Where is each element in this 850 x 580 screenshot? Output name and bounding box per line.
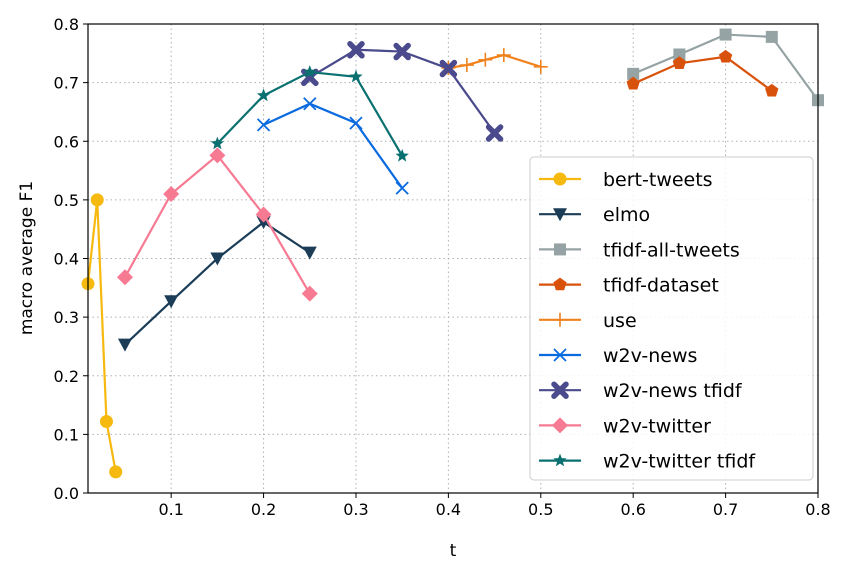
legend-label-w2v-twitter-tfidf: w2v-twitter tfidf [603, 451, 756, 473]
legend-box [529, 156, 814, 481]
data-point-w2v-twitter-tfidf [395, 148, 409, 162]
legend-label-w2v-news-tfidf: w2v-news tfidf [603, 380, 743, 402]
data-point-tfidf-dataset [765, 83, 779, 97]
data-point-w2v-twitter-tfidf [210, 136, 225, 150]
data-point-w2v-news [349, 116, 363, 130]
y-tick-label: 0.8 [54, 15, 79, 34]
data-point-w2v-twitter [255, 206, 272, 223]
data-point-w2v-twitter-tfidf [256, 88, 271, 102]
data-point-w2v-twitter [116, 269, 133, 286]
data-point-tfidf-all-tweets [719, 28, 732, 41]
series-line-w2v-twitter [124, 153, 311, 295]
data-point-w2v-news [395, 181, 409, 195]
data-point-tfidf-all-tweets [673, 48, 686, 61]
data-point-w2v-news-tfidf [439, 59, 458, 78]
series-tfidf-dataset [626, 49, 779, 97]
x-tick-label: 0.4 [436, 500, 461, 519]
axis-ticks: 0.1 0.2 0.3 0.4 0.5 0.6 0.7 0.8 0.0 0.1 0.2 0.3 0.4 0… [54, 15, 831, 519]
data-point-w2v-news [303, 97, 317, 111]
series-w2v-twitter [116, 147, 318, 302]
series-line-elmo [124, 220, 311, 346]
data-point-tfidf-all-tweets [765, 30, 778, 43]
data-point-w2v-news-tfidf [485, 124, 504, 142]
y-axis-label: macro average F1 [17, 181, 37, 335]
y-tick-label: 0.5 [54, 191, 79, 210]
data-point-bert-tweets [99, 414, 113, 428]
series-w2v-news [256, 97, 409, 195]
data-point-w2v-twitter [209, 147, 226, 164]
y-tick-label: 0.7 [54, 74, 79, 93]
x-tick-label: 0.7 [713, 500, 738, 519]
data-point-elmo [117, 338, 132, 352]
data-point-elmo [302, 246, 317, 260]
series-use [441, 48, 548, 75]
series-line-w2v-news [263, 102, 404, 189]
legend-label-tfidf-dataset: tfidf-dataset [603, 275, 719, 297]
legend-marker-w2v-twitter [552, 417, 568, 434]
x-tick-label: 0.5 [528, 500, 553, 519]
data-point-use [496, 48, 511, 63]
legend-marker-elmo [553, 208, 567, 222]
series-elmo [117, 216, 317, 352]
data-point-tfidf-dataset [672, 56, 687, 69]
data-point-bert-tweets [90, 193, 104, 207]
data-point-tfidf-dataset [626, 76, 640, 90]
series-line-use [448, 53, 542, 70]
data-point-w2v-news [256, 118, 271, 132]
series-line-bert-tweets [86, 199, 117, 473]
y-tick-label: 0.2 [54, 367, 79, 386]
data-point-tfidf-dataset [718, 49, 733, 63]
legend-marker-w2v-news [553, 348, 567, 362]
data-point-use [478, 52, 493, 67]
x-tick-label: 0.6 [620, 500, 645, 519]
legend-marker-w2v-twitter-tfidf [553, 453, 567, 467]
x-tick-label: 0.8 [805, 500, 830, 519]
data-point-use [459, 58, 474, 73]
data-point-w2v-twitter [301, 285, 318, 302]
x-tick-label: 0.3 [343, 500, 368, 519]
legend-marker-tfidf-dataset [553, 277, 567, 291]
series-tfidf-all-tweets [627, 28, 824, 107]
legend: bert-tweets elmo tfidf-all-tweets tfidf-dat… [529, 156, 814, 481]
series-line-tfidf-dataset [632, 55, 773, 92]
legend-label-elmo: elmo [603, 204, 650, 226]
y-tick-label: 0.3 [54, 308, 79, 327]
series-line-tfidf-all-tweets [632, 33, 819, 101]
legend-label-bert-tweets: bert-tweets [603, 169, 713, 191]
legend-label-w2v-twitter: w2v-twitter [603, 415, 711, 437]
y-tick-label: 0.0 [54, 484, 79, 503]
x-axis-label: t [450, 541, 457, 561]
data-point-elmo [164, 295, 179, 309]
series-layer [81, 28, 824, 479]
legend-label-use: use [603, 310, 637, 332]
x-tick-label: 0.1 [158, 500, 183, 519]
legend-marker-use [553, 312, 567, 327]
legend-label-tfidf-all-tweets: tfidf-all-tweets [603, 239, 740, 261]
x-tick-label: 0.2 [251, 500, 276, 519]
series-w2v-news-tfidf [301, 41, 504, 142]
data-point-w2v-twitter [163, 186, 180, 203]
y-tick-label: 0.1 [54, 425, 79, 444]
y-tick-label: 0.6 [54, 132, 79, 151]
data-point-use [533, 59, 548, 74]
data-point-bert-tweets [109, 465, 123, 479]
data-point-elmo [210, 252, 225, 266]
y-tick-label: 0.4 [54, 250, 79, 269]
data-point-w2v-news-tfidf [393, 42, 411, 61]
legend-marker-w2v-news-tfidf [551, 381, 569, 399]
data-point-w2v-twitter-tfidf [303, 65, 317, 78]
data-point-w2v-twitter-tfidf [349, 69, 363, 83]
series-w2v-twitter-tfidf [210, 65, 409, 162]
legend-marker-bert-tweets [553, 172, 567, 186]
data-point-w2v-news-tfidf [347, 41, 365, 59]
legend-label-w2v-news: w2v-news [603, 345, 697, 367]
legend-marker-tfidf-all-tweets [554, 243, 566, 256]
series-line-w2v-twitter-tfidf [216, 70, 404, 157]
data-point-tfidf-all-tweets [627, 67, 640, 80]
